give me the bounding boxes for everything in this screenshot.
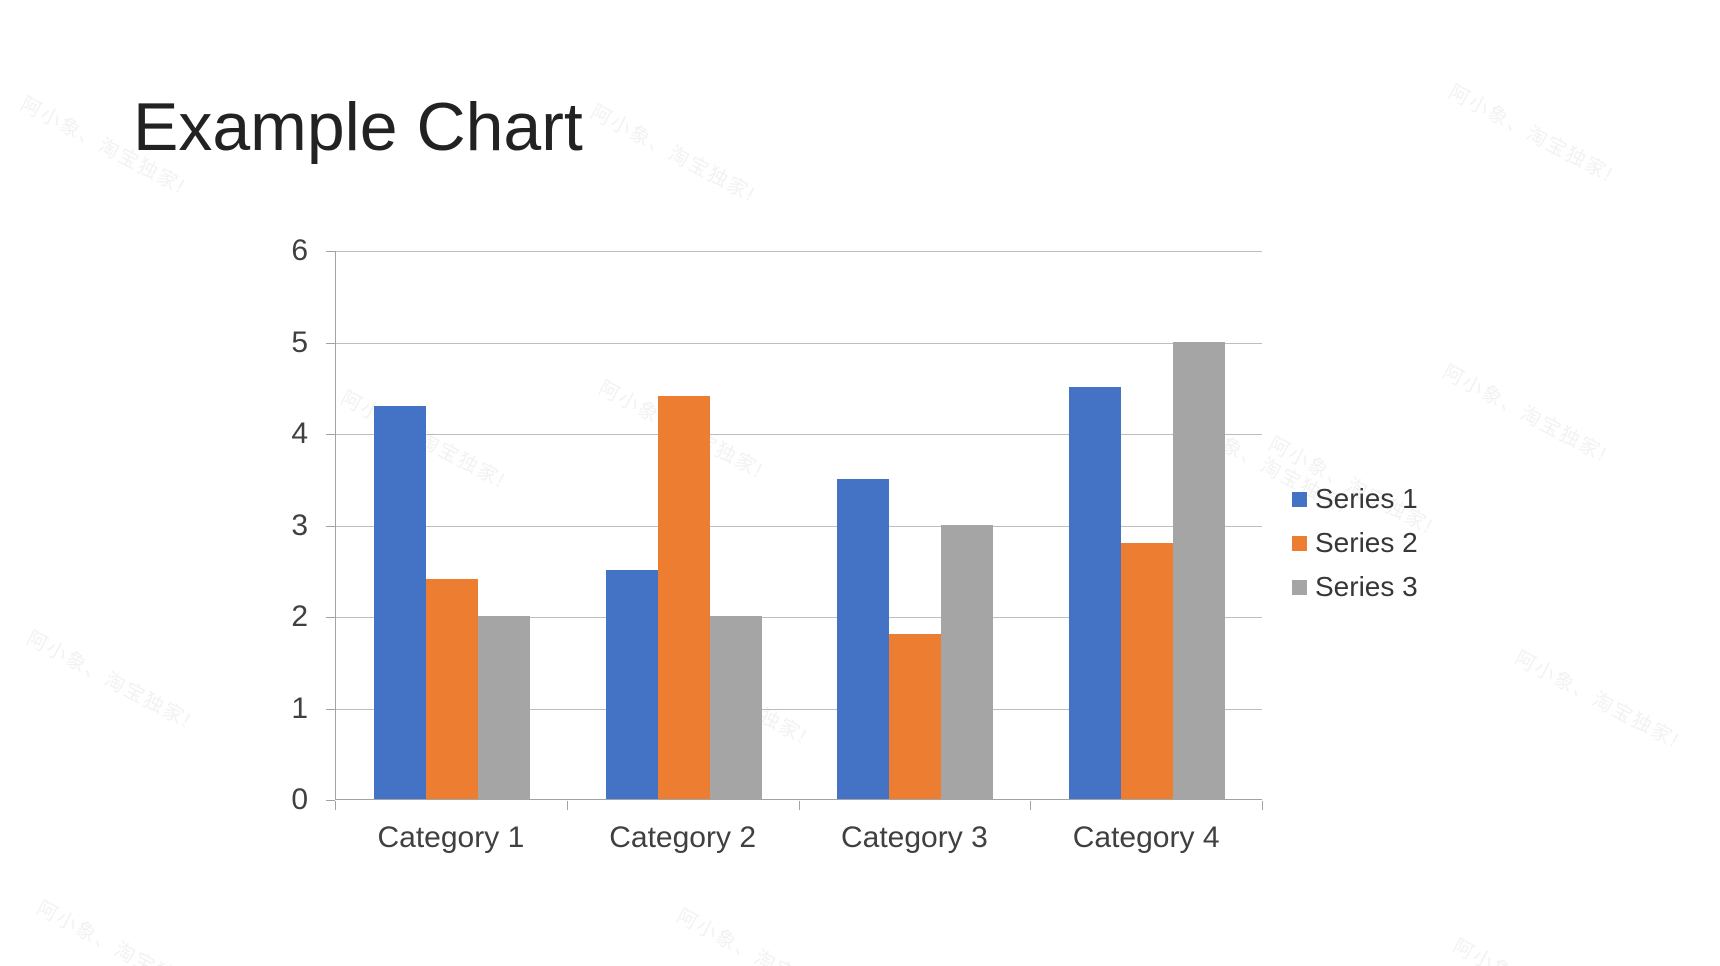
legend-label: Series 1 xyxy=(1315,483,1418,514)
x-axis-tickmark xyxy=(798,801,800,810)
x-axis-category-label: Category 2 xyxy=(609,821,756,854)
gridline xyxy=(336,342,1262,344)
x-axis-tickmark xyxy=(1030,801,1032,810)
legend-swatch-icon xyxy=(1292,535,1307,551)
y-axis-tick-label: 2 xyxy=(291,600,308,633)
bar-series-3-category-2 xyxy=(709,616,762,799)
gridline xyxy=(336,708,1262,710)
legend-item: Series 1 xyxy=(1292,477,1418,521)
bar-series-1-category-2 xyxy=(605,570,658,799)
y-axis-tick-label: 3 xyxy=(291,508,308,542)
bar-series-1-category-3 xyxy=(837,478,890,799)
gridline xyxy=(336,434,1262,435)
x-axis-tickmark xyxy=(335,801,336,810)
slide-title: Example Chart xyxy=(133,89,583,165)
y-axis-tickmark xyxy=(326,251,335,252)
y-axis-tick-label: 6 xyxy=(291,234,308,267)
legend-swatch-icon xyxy=(1292,491,1307,507)
legend-item: Series 2 xyxy=(1292,521,1418,565)
y-axis-tickmark xyxy=(326,617,335,618)
y-axis-tick-label: 5 xyxy=(291,325,308,359)
bar-series-1-category-1 xyxy=(373,405,426,799)
bar-series-3-category-1 xyxy=(477,616,530,799)
y-axis-tick-label: 0 xyxy=(291,783,308,816)
y-axis-tick-label: 4 xyxy=(291,417,308,450)
bar-series-2-category-4 xyxy=(1121,542,1174,799)
bar-series-1-category-4 xyxy=(1069,387,1122,799)
x-axis-category-label: Category 4 xyxy=(1072,821,1220,854)
chart-legend: Series 1 Series 2 Series 3 xyxy=(1292,477,1418,609)
y-axis-tickmark xyxy=(326,800,335,801)
legend-label: Series 3 xyxy=(1315,571,1418,602)
y-axis-tick-label: 1 xyxy=(291,691,308,725)
bar-series-2-category-2 xyxy=(657,396,710,799)
y-axis-tickmark xyxy=(326,708,335,710)
y-axis-tickmark xyxy=(326,342,335,344)
bar-series-3-category-3 xyxy=(941,524,994,799)
bar-series-3-category-4 xyxy=(1173,341,1226,799)
x-axis-category-label: Category 3 xyxy=(841,821,988,854)
gridline xyxy=(336,251,1262,252)
bar-series-2-category-3 xyxy=(889,634,942,799)
x-axis-tickmark xyxy=(1262,801,1263,810)
bar-series-2-category-1 xyxy=(425,579,478,799)
gridline xyxy=(336,525,1262,527)
x-axis-tickmark xyxy=(566,801,568,810)
legend-label: Series 2 xyxy=(1315,527,1418,558)
legend-swatch-icon xyxy=(1292,579,1307,595)
legend-item: Series 3 xyxy=(1292,565,1418,609)
gridline xyxy=(336,617,1262,618)
chart-plot-area xyxy=(335,251,1262,800)
y-axis-tickmark xyxy=(326,434,335,435)
x-axis-category-label: Category 1 xyxy=(377,821,525,854)
y-axis-tickmark xyxy=(326,525,335,527)
